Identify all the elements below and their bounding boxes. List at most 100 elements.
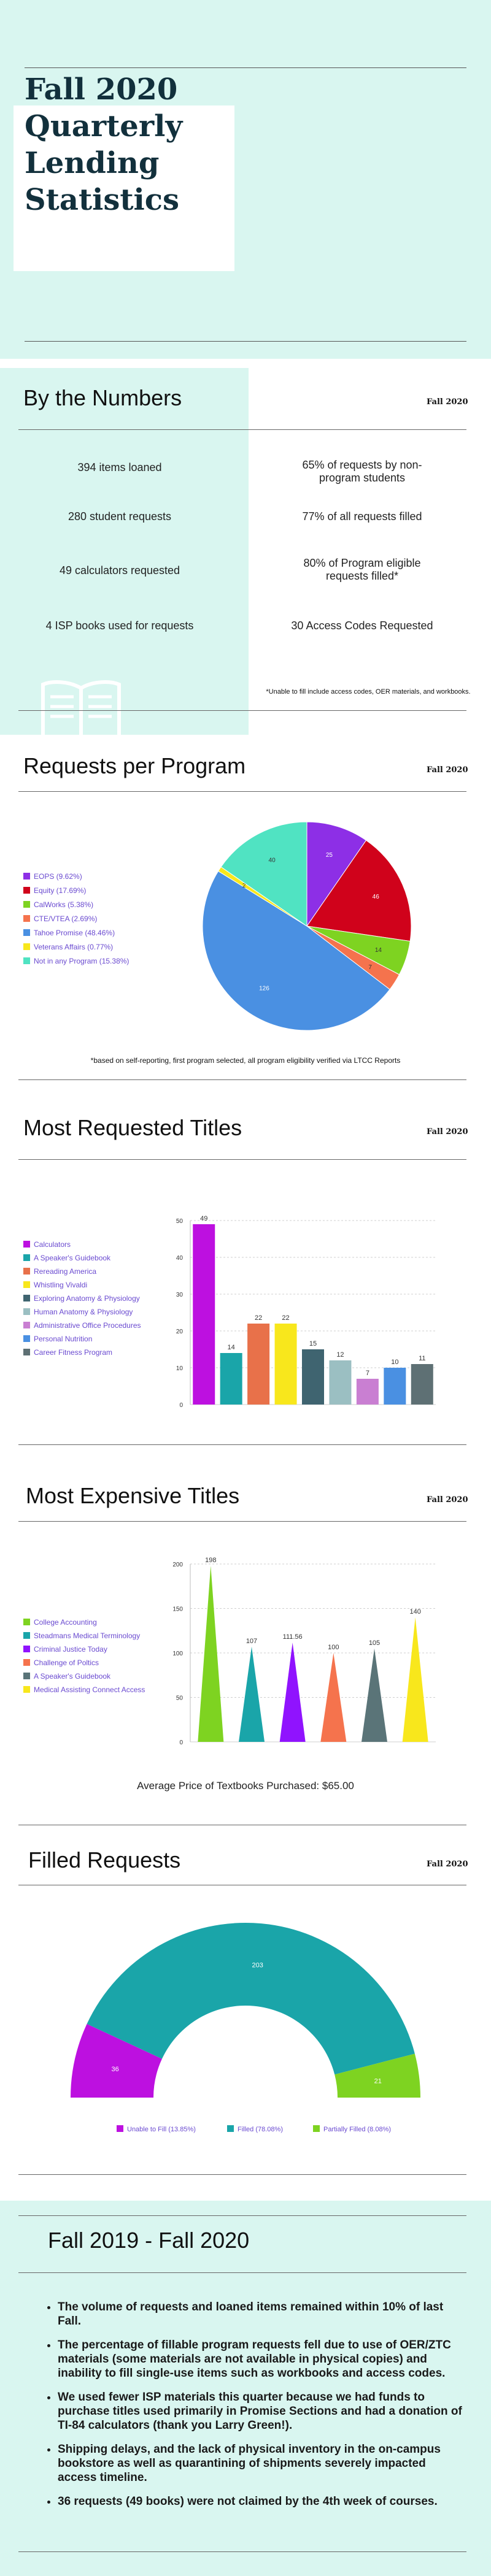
bar-value-label: 140 xyxy=(409,1608,420,1616)
legend-label: Steadmans Medical Terminology xyxy=(34,1631,141,1640)
y-tick-label: 50 xyxy=(176,1218,184,1225)
y-tick-label: 0 xyxy=(179,1739,183,1746)
compare-bullet: 36 requests (49 books) were not claimed … xyxy=(58,2494,463,2509)
hero-top-rule xyxy=(25,67,466,68)
legend-item: A Speaker's Guidebook xyxy=(23,1672,110,1681)
donut-value-label: 203 xyxy=(252,1961,263,1969)
bar-value-label: 15 xyxy=(309,1340,317,1347)
bar-value-label: 111.56 xyxy=(283,1633,303,1641)
most-expensive-legend: College Accounting Steadmans Medical Term… xyxy=(23,1618,183,1722)
legend-item: A Speaker's Guidebook xyxy=(23,1254,110,1262)
bar-value-label: 105 xyxy=(369,1639,380,1647)
donut-value-label: 21 xyxy=(374,2077,382,2085)
legend-swatch xyxy=(23,1646,30,1652)
most-requested-rule xyxy=(18,1159,466,1160)
filled-requests-bottom-rule xyxy=(18,2174,466,2175)
stat-program-eligible: 80% of Program eligible requests filled* xyxy=(303,557,421,582)
legend-label: Partially Filled (8.08%) xyxy=(323,2126,391,2133)
legend-label: Whistling Vivaldi xyxy=(34,1281,88,1289)
legend-item: Tahoe Promise (48.46%) xyxy=(23,929,115,937)
legend-swatch xyxy=(23,1673,30,1679)
bar xyxy=(411,1364,433,1405)
compare-bullet: The percentage of fillable program reque… xyxy=(58,2338,463,2380)
compare-bullet: We used fewer ISP materials this quarter… xyxy=(58,2390,463,2432)
legend-swatch xyxy=(23,1254,30,1261)
legend-item: Criminal Justice Today xyxy=(23,1645,107,1654)
numbers-left-panel xyxy=(0,368,249,735)
legend-swatch xyxy=(23,901,30,908)
legend-item: Rereading America xyxy=(23,1267,96,1276)
filled-requests-date: Fall 2020 xyxy=(427,1860,468,1869)
program-footnote: *based on self-reporting, first program … xyxy=(90,1056,401,1065)
legend-label: Calculators xyxy=(34,1240,71,1249)
title-box xyxy=(14,105,234,271)
compare-mid-rule xyxy=(18,2272,466,2273)
legend-item: EOPS (9.62%) xyxy=(23,872,82,881)
legend-label: Unable to Fill (13.85%) xyxy=(127,2126,196,2133)
y-tick-label: 200 xyxy=(172,1562,183,1568)
most-requested-bottom-rule xyxy=(18,1444,466,1445)
y-tick-label: 150 xyxy=(172,1606,183,1613)
y-tick-label: 30 xyxy=(176,1292,184,1298)
pie-value-label: 40 xyxy=(269,857,276,864)
bar-value-label: 7 xyxy=(366,1370,369,1377)
stat-access-codes: 30 Access Codes Requested xyxy=(291,619,433,632)
bar-value-label: 14 xyxy=(228,1344,235,1351)
bar xyxy=(361,1648,387,1742)
legend-item: Medical Assisting Connect Access xyxy=(23,1685,145,1694)
stat-non-program: 65% of requests by non-program students xyxy=(302,459,422,484)
by-numbers-footnote: *Unable to fill include access codes, OE… xyxy=(266,688,471,696)
filled-requests-donut: 36 203 21 Unable to Fill (13.85%) Filled (78… xyxy=(71,1923,420,2133)
bar xyxy=(239,1646,265,1742)
legend-swatch xyxy=(23,1295,30,1301)
program-bottom-rule xyxy=(18,1079,466,1080)
legend-swatch xyxy=(23,887,30,894)
bar-value-label: 11 xyxy=(419,1355,425,1362)
compare-bottom-rule xyxy=(18,2551,466,2552)
bar-value-label: 22 xyxy=(255,1314,262,1322)
legend-label: Rereading America xyxy=(34,1267,97,1276)
legend-label: Equity (17.69%) xyxy=(34,886,87,895)
most-expensive-chart: 0 50 100 150 200 198 107 111.56 100 105 140 xyxy=(172,1557,436,1746)
bar-value-label: 49 xyxy=(200,1215,207,1222)
legend-swatch xyxy=(23,1619,30,1625)
most-requested-legend: Calculators A Speaker's Guidebook Rereadin… xyxy=(23,1240,183,1375)
legend-swatch xyxy=(23,1241,30,1248)
legend-swatch xyxy=(23,1335,30,1342)
pie-value-label: 46 xyxy=(373,894,380,900)
legend-label: Exploring Anatomy & Physiology xyxy=(34,1294,140,1303)
legend-swatch xyxy=(117,2125,123,2132)
legend-item: Personal Nutrition xyxy=(23,1335,92,1343)
legend-label: Veterans Affairs (0.77%) xyxy=(34,943,114,951)
bar xyxy=(274,1324,297,1405)
legend-item: Steadmans Medical Terminology xyxy=(23,1631,140,1640)
average-price: Average Price of Textbooks Purchased: $6… xyxy=(137,1780,354,1792)
legend-label: Not in any Program (15.38%) xyxy=(34,957,130,965)
bar xyxy=(402,1617,428,1742)
program-legend: EOPS (9.62%) Equity (17.69%) CalWorks (5.3… xyxy=(23,872,183,976)
y-tick-label: 100 xyxy=(172,1650,183,1657)
donut-segment xyxy=(87,1923,415,2075)
program-pie-chart: 25 46 14 7 126 2 40 xyxy=(202,821,412,1031)
legend-swatch xyxy=(23,873,30,880)
bar xyxy=(279,1643,306,1742)
bar xyxy=(320,1653,347,1742)
legend-label: CalWorks (5.38%) xyxy=(34,900,94,909)
bar-value-label: 10 xyxy=(391,1359,398,1366)
legend-label: Medical Assisting Connect Access xyxy=(34,1685,145,1694)
by-numbers-date: Fall 2020 xyxy=(427,397,468,407)
legend-swatch xyxy=(23,1659,30,1666)
y-tick-label: 10 xyxy=(176,1365,184,1372)
by-numbers-bottom-rule xyxy=(18,710,466,711)
legend-item: Whistling Vivaldi xyxy=(23,1281,87,1289)
legend-swatch xyxy=(23,1686,30,1693)
legend-swatch xyxy=(23,1349,30,1355)
legend-swatch xyxy=(23,915,30,922)
stat-items-loaned: 394 items loaned xyxy=(77,461,162,473)
stat-calculators: 49 calculators requested xyxy=(59,564,180,577)
legend-item: Challenge of Poltics xyxy=(23,1658,99,1667)
title-line-2: Quarterly xyxy=(25,109,183,144)
title-line-1: Fall 2020 xyxy=(25,72,178,107)
legend-item: Equity (17.69%) xyxy=(23,886,86,895)
hero-bottom-rule xyxy=(25,341,466,342)
